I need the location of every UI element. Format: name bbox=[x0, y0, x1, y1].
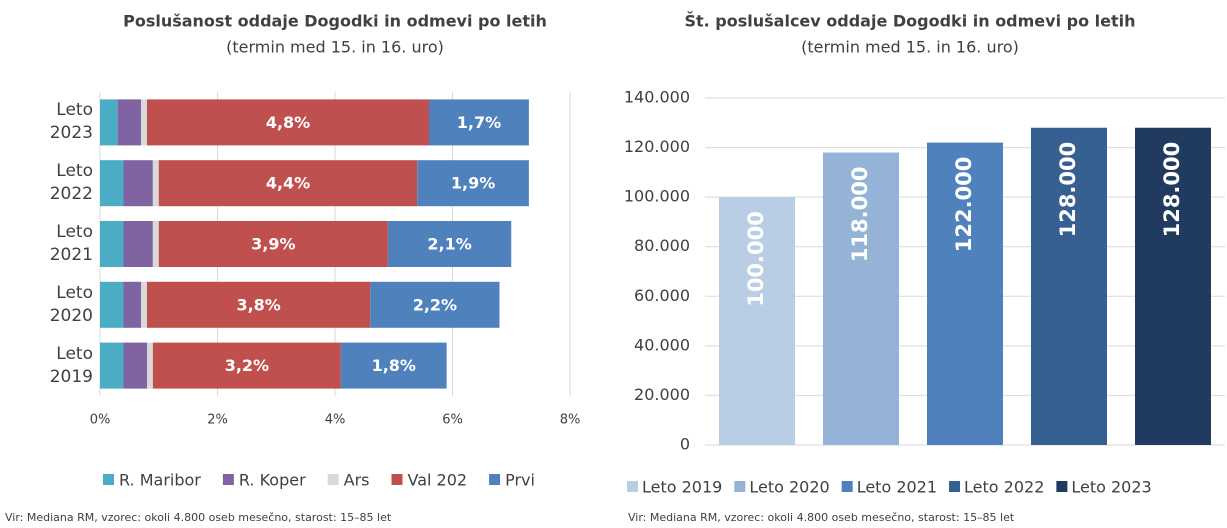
legend-swatch bbox=[841, 481, 853, 492]
bar-segment bbox=[147, 342, 153, 389]
bar-segment bbox=[100, 221, 124, 267]
value-label: 128.000 bbox=[1056, 142, 1080, 238]
legend-label: Val 202 bbox=[408, 471, 468, 490]
value-label: 122.000 bbox=[952, 157, 976, 253]
legend-swatch bbox=[489, 474, 501, 485]
y-tick-label: 60.000 bbox=[634, 286, 690, 305]
legend-label: Ars bbox=[344, 471, 370, 490]
bar-segment bbox=[141, 99, 147, 146]
legend-swatch bbox=[1056, 481, 1068, 492]
legend-label: Prvi bbox=[505, 471, 535, 490]
bar-segment bbox=[152, 342, 341, 389]
legend-label: R. Koper bbox=[239, 471, 306, 490]
bar-segment bbox=[100, 281, 124, 328]
bar-segment bbox=[100, 160, 124, 207]
legend-swatch bbox=[734, 481, 746, 492]
legend-label: Leto 2022 bbox=[964, 478, 1044, 497]
legend-label: R. Maribor bbox=[119, 471, 201, 490]
value-label: 3,9% bbox=[251, 235, 295, 254]
value-label: 4,4% bbox=[266, 174, 310, 193]
value-label: 1,9% bbox=[451, 174, 495, 193]
value-label: 1,7% bbox=[457, 113, 501, 132]
bar bbox=[823, 152, 899, 445]
bar-segment bbox=[158, 221, 388, 267]
bar-segment bbox=[429, 99, 529, 146]
y-tick-label: Leto 2021 bbox=[49, 222, 93, 265]
bar-segment bbox=[387, 221, 512, 267]
left-source: Vir: Mediana RM, vzorec: okoli 4.800 ose… bbox=[5, 511, 392, 524]
y-tick-label: 140.000 bbox=[624, 88, 690, 107]
value-label: 3,8% bbox=[236, 295, 280, 314]
bar-segment bbox=[158, 160, 418, 207]
right-source: Vir: Mediana RM, vzorec: okoli 4.800 ose… bbox=[628, 511, 1015, 524]
bar-segment bbox=[417, 160, 529, 207]
bar-segment bbox=[123, 160, 153, 207]
value-label: 2,2% bbox=[413, 295, 457, 314]
value-label: 100.000 bbox=[744, 211, 768, 307]
bar-segment bbox=[117, 99, 142, 146]
value-label: 1,8% bbox=[372, 356, 416, 375]
y-tick-label: 120.000 bbox=[624, 137, 690, 156]
bar-segment bbox=[147, 281, 371, 328]
legend-swatch bbox=[391, 474, 403, 485]
legend-swatch bbox=[627, 481, 638, 492]
y-tick-label: 80.000 bbox=[634, 236, 690, 255]
bar-segment bbox=[370, 281, 500, 328]
bar-segment bbox=[340, 342, 447, 389]
y-tick-label: 40.000 bbox=[634, 335, 690, 354]
bar-segment bbox=[123, 281, 142, 328]
legend-swatch bbox=[949, 481, 961, 492]
right-title: Št. poslušalcev oddaje Dogodki in odmevi… bbox=[684, 12, 1135, 31]
bar-segment bbox=[123, 221, 153, 267]
x-tick-label: 8% bbox=[560, 413, 581, 428]
value-label: 2,1% bbox=[427, 235, 471, 254]
right-subtitle: (termin med 15. in 16. uro) bbox=[801, 38, 1019, 57]
x-tick-label: 2% bbox=[207, 413, 228, 428]
bar bbox=[927, 142, 1003, 445]
bar-segment bbox=[123, 342, 147, 389]
legend-label: Leto 2021 bbox=[857, 478, 937, 497]
x-tick-label: 0% bbox=[90, 413, 111, 428]
value-label: 3,2% bbox=[225, 356, 269, 375]
bar-segment bbox=[147, 99, 429, 146]
legend-label: Leto 2020 bbox=[749, 478, 829, 497]
bar-segment bbox=[152, 160, 159, 207]
legend-swatch bbox=[327, 474, 339, 485]
x-tick-label: 4% bbox=[325, 413, 346, 428]
bar bbox=[719, 197, 795, 445]
bar-segment bbox=[141, 281, 147, 328]
bar bbox=[1135, 127, 1211, 445]
bar-segment bbox=[100, 342, 124, 389]
bar-segment bbox=[152, 221, 159, 267]
legend-swatch bbox=[103, 474, 114, 485]
y-tick-label: 20.000 bbox=[634, 385, 690, 404]
y-tick-label: 100.000 bbox=[624, 187, 690, 206]
bar bbox=[1031, 127, 1107, 445]
legend-label: Leto 2023 bbox=[1071, 478, 1151, 497]
legend-label: Leto 2019 bbox=[642, 478, 722, 497]
left-title: Poslušanost oddaje Dogodki in odmevi po … bbox=[123, 12, 547, 31]
y-tick-label: Leto 2022 bbox=[49, 161, 93, 205]
y-tick-label: Leto 2023 bbox=[49, 100, 93, 144]
y-tick-label: 0 bbox=[680, 435, 690, 454]
value-label: 118.000 bbox=[848, 167, 872, 263]
y-tick-label: Leto 2019 bbox=[49, 343, 93, 387]
value-label: 4,8% bbox=[266, 113, 310, 132]
y-tick-label: Leto 2020 bbox=[49, 282, 93, 326]
left-subtitle: (termin med 15. in 16. uro) bbox=[226, 38, 444, 57]
legend-swatch bbox=[222, 474, 234, 485]
x-tick-label: 6% bbox=[442, 413, 463, 428]
value-label: 128.000 bbox=[1160, 142, 1184, 238]
bar-segment bbox=[100, 99, 118, 146]
